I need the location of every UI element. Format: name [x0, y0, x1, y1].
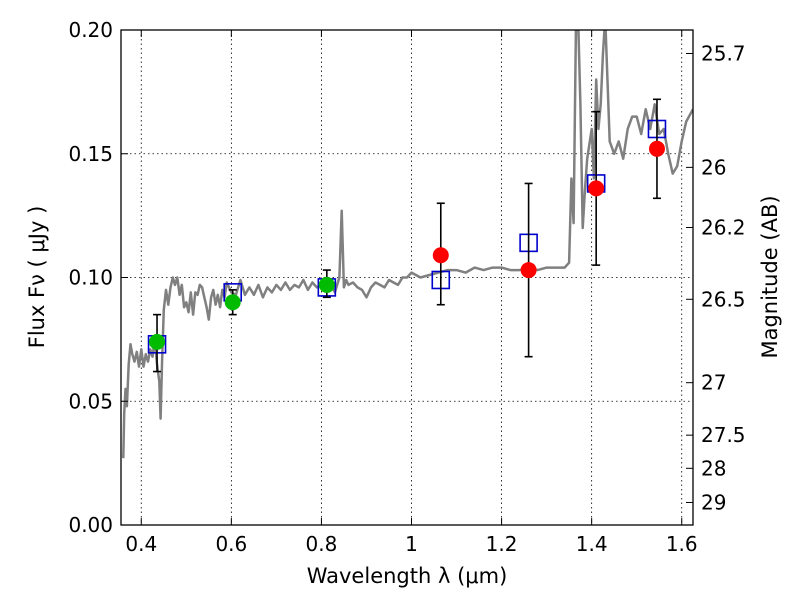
x-tick-label: 0.4 [125, 532, 157, 556]
x-tick-label: 1.6 [666, 532, 698, 556]
photometry-point [318, 276, 335, 293]
photometry-point [520, 262, 537, 279]
photometry-point [432, 247, 449, 264]
x-tick-label: 0.6 [215, 532, 247, 556]
mag-tick-label: 26.5 [701, 287, 746, 311]
ticks: 0.4 0.6 0.8 1 1.2 1.4 1.6 0.00 0.05 0.10 0.15 0.20 2… [68, 18, 745, 556]
mag-tick-label: 25.7 [701, 42, 746, 66]
mag-tick-label: 26.2 [701, 216, 746, 240]
mag-tick-label: 27.5 [701, 423, 746, 447]
y-tick-label: 0.20 [68, 18, 113, 42]
x-tick-label: 1 [405, 532, 418, 556]
x-axis-label: Wavelength λ (μm) [307, 564, 508, 588]
photometry-point [588, 180, 605, 197]
y-tick-label: 0.00 [68, 513, 113, 537]
y-axis-label: Flux Fν ( μJy ) [25, 206, 49, 349]
photometry-point [648, 140, 665, 157]
mag-tick-label: 27 [701, 371, 726, 395]
mag-tick-label: 29 [701, 490, 726, 514]
x-tick-label: 0.8 [306, 532, 338, 556]
marker-layer [147, 98, 667, 373]
y-axis-right-label: Magnitude (AB) [758, 195, 782, 358]
x-tick-label: 1.2 [486, 532, 518, 556]
photometry-point [224, 294, 241, 311]
y-tick-label: 0.15 [68, 142, 113, 166]
mag-tick-label: 28 [701, 456, 726, 480]
x-tick-label: 1.4 [576, 532, 608, 556]
y-tick-label: 0.10 [68, 266, 113, 290]
photometry-point [149, 333, 166, 350]
mag-tick-label: 26 [701, 155, 726, 179]
y-tick-label: 0.05 [68, 389, 113, 413]
